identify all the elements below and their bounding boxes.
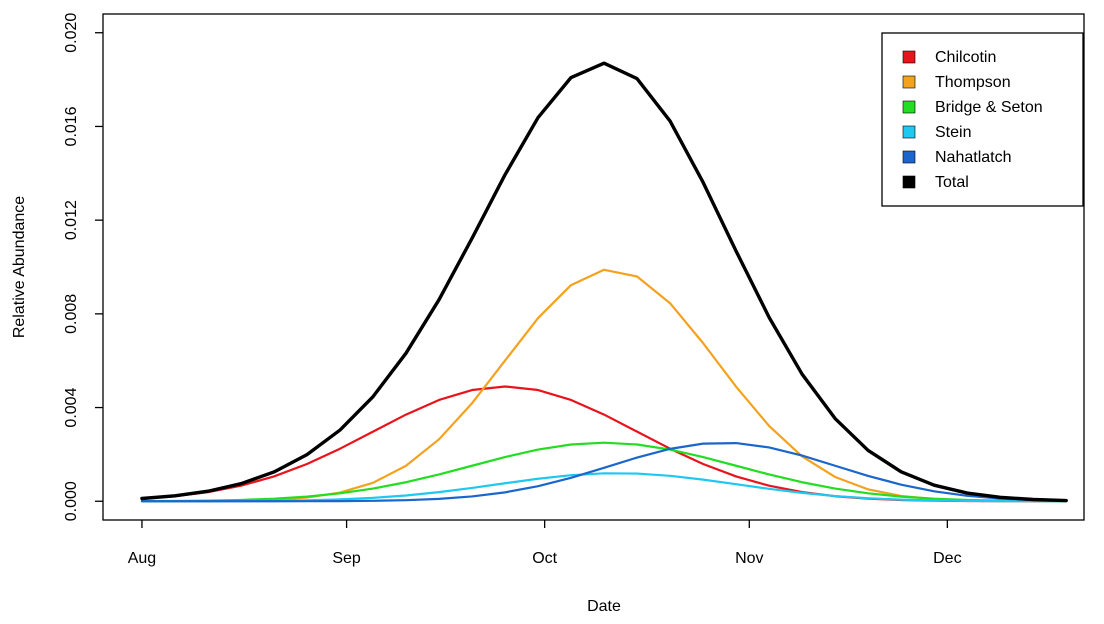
line-series: [140, 472, 1068, 503]
legend-label: Stein: [935, 124, 971, 141]
legend-label: Bridge & Seton: [935, 99, 1043, 116]
x-tick-label: Sep: [332, 550, 361, 567]
y-tick-label: 0.000: [63, 481, 80, 521]
legend-label: Nahatlatch: [935, 149, 1012, 166]
legend-box: [881, 32, 1084, 207]
y-tick-label: 0.020: [63, 13, 80, 53]
y-tick-label: 0.004: [63, 387, 80, 427]
legend-label: Total: [935, 174, 969, 191]
x-tick-label: Nov: [735, 550, 763, 567]
legend-label: Thompson: [935, 74, 1011, 91]
legend: Chilcotin Thompson Bridge & Seton Stein Naha…: [881, 32, 1084, 207]
legend-key: [902, 50, 916, 64]
line-series: [140, 61, 1068, 503]
legend-key: [902, 100, 916, 114]
legend-key: [902, 125, 916, 139]
plot-frame: [102, 13, 1085, 521]
legend-key: [902, 175, 916, 189]
x-axis-label: Date: [587, 598, 621, 615]
line-series: [140, 441, 1068, 503]
legend-key: [902, 150, 916, 164]
line-series: [140, 268, 1068, 503]
x-tick-label: Aug: [128, 550, 156, 567]
y-axis-label: Relative Abundance: [11, 196, 28, 338]
line-series: [140, 441, 1068, 503]
x-tick-label: Dec: [933, 550, 961, 567]
y-tick-label: 0.012: [63, 200, 80, 240]
legend-label: Chilcotin: [935, 49, 996, 66]
legend-key: [902, 75, 916, 89]
y-tick-label: 0.008: [63, 294, 80, 334]
y-tick-label: 0.016: [63, 106, 80, 146]
x-tick-label: Oct: [532, 550, 557, 567]
